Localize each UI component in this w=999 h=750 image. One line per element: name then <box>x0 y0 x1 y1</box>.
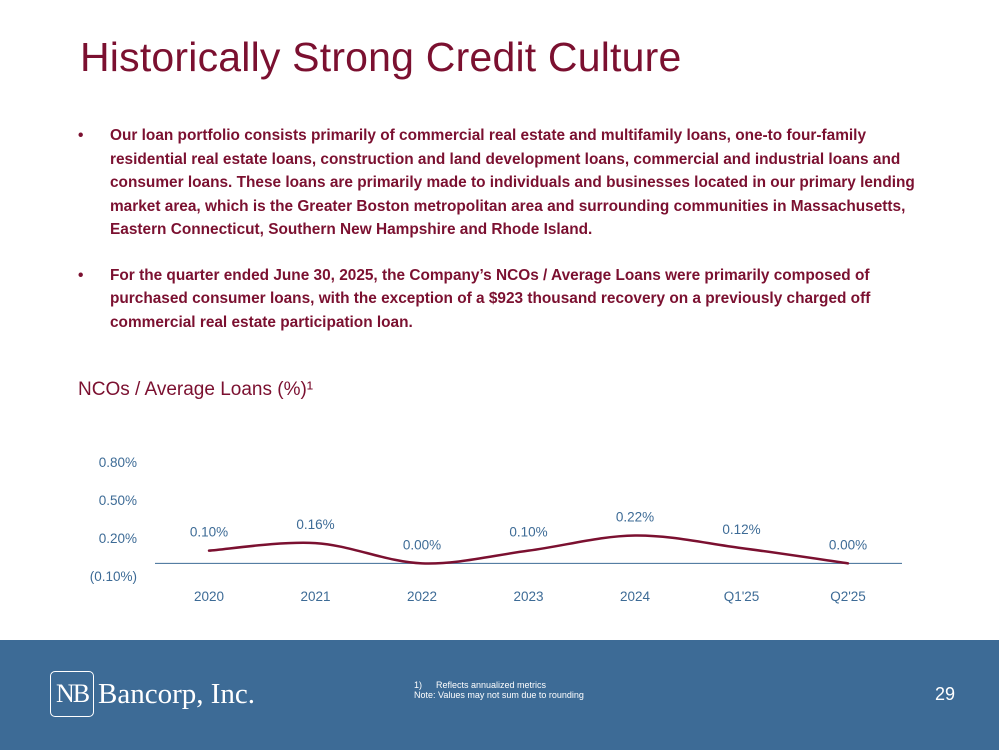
x-tick-label: 2022 <box>407 589 437 604</box>
data-label: 0.10% <box>190 525 228 540</box>
bullet-item: • For the quarter ended June 30, 2025, t… <box>78 264 928 335</box>
x-tick-label: Q2'25 <box>830 589 866 604</box>
x-tick-label: 2020 <box>194 589 224 604</box>
x-tick-label: 2024 <box>620 589 651 604</box>
footnote-note: Note: Values may not sum due to rounding <box>414 690 584 700</box>
data-label: 0.00% <box>403 537 441 552</box>
bullet-dot-icon: • <box>78 127 84 144</box>
logo-text: Bancorp, Inc. <box>98 677 256 710</box>
bullet-text: For the quarter ended June 30, 2025, the… <box>110 266 871 331</box>
data-label: 0.22% <box>616 509 654 524</box>
bullet-text: Our loan portfolio consists primarily of… <box>110 127 915 238</box>
chart-title: NCOs / Average Loans (%)¹ <box>78 379 314 400</box>
nco-line-chart: (0.10%) 0.20% 0.50% 0.80% 2020 2021 2022 2023 20… <box>90 455 902 604</box>
company-logo: NB Bancorp, Inc. <box>50 670 255 718</box>
y-tick-label: (0.10%) <box>90 569 137 584</box>
footnotes: 1) Reflects annualized metrics Note: Valu… <box>414 680 584 700</box>
footer-bar: NB Bancorp, Inc. 1) Reflects annualized m… <box>0 640 999 750</box>
y-tick-label: 0.50% <box>99 493 137 508</box>
page-number: 29 <box>934 684 955 704</box>
data-label: 0.00% <box>829 537 867 552</box>
x-tick-label: Q1'25 <box>724 589 760 604</box>
y-tick-label: 0.80% <box>99 455 137 470</box>
bullet-item: • Our loan portfolio consists primarily … <box>78 124 928 242</box>
footnote-text: Reflects annualized metrics <box>436 680 547 690</box>
bullet-list: • Our loan portfolio consists primarily … <box>78 124 928 356</box>
logo-mark: NB <box>50 671 94 717</box>
footnote-number: 1) <box>414 680 423 690</box>
bullet-dot-icon: • <box>78 266 84 284</box>
series-line <box>207 534 850 565</box>
y-tick-label: 0.20% <box>99 531 137 546</box>
x-tick-label: 2023 <box>513 589 543 604</box>
page-title: Historically Strong Credit Culture <box>80 34 682 80</box>
data-label: 0.10% <box>509 525 547 540</box>
data-label: 0.12% <box>722 522 760 537</box>
footnote-1: 1) Reflects annualized metrics <box>414 680 584 690</box>
data-label: 0.16% <box>296 517 334 532</box>
x-tick-label: 2021 <box>300 589 330 604</box>
